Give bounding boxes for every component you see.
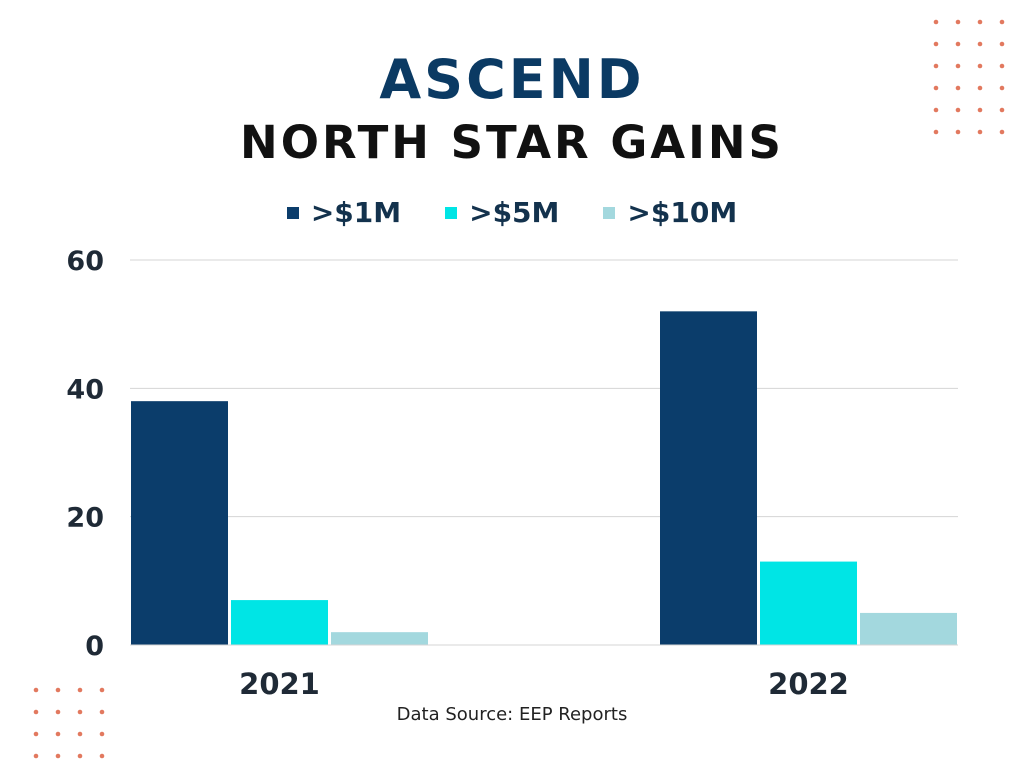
bar: [131, 401, 228, 645]
decor-dot: [977, 129, 983, 135]
decor-dot: [955, 107, 961, 113]
decor-dot: [999, 19, 1005, 25]
x-tick-label: 2021: [239, 667, 320, 701]
decor-dot: [77, 731, 83, 737]
decor-dot: [933, 41, 939, 47]
decor-dot: [999, 129, 1005, 135]
bar: [660, 311, 757, 645]
legend-swatch-series-3: [603, 206, 616, 219]
decor-dot: [55, 687, 61, 693]
decor-dot: [99, 753, 105, 759]
decorative-dots-bottom-left: [33, 687, 105, 759]
legend-swatch-series-1: [286, 206, 299, 219]
decor-dot: [955, 41, 961, 47]
legend-item-series-2: >$5M: [445, 196, 559, 229]
decor-dot: [933, 63, 939, 69]
decorative-dots-top-right: [933, 19, 1005, 135]
data-source-note: Data Source: EEP Reports: [396, 704, 628, 725]
decor-dot: [99, 709, 105, 715]
decor-dot: [999, 63, 1005, 69]
bar: [231, 600, 328, 645]
legend-label-series-2: >$5M: [469, 196, 560, 229]
chart-title: ASCEND: [379, 48, 645, 111]
bar: [331, 632, 428, 645]
decor-dot: [33, 731, 39, 737]
decor-dot: [55, 731, 61, 737]
decor-dot: [933, 129, 939, 135]
legend-item-series-3: >$10M: [603, 196, 737, 229]
decor-dot: [33, 753, 39, 759]
decor-dot: [77, 753, 83, 759]
decor-dot: [999, 107, 1005, 113]
decor-dot: [933, 85, 939, 91]
bar: [760, 561, 857, 645]
decor-dot: [77, 687, 83, 693]
decor-dot: [999, 41, 1005, 47]
chart-subtitle: NORTH STAR GAINS: [240, 116, 784, 169]
decor-dot: [955, 19, 961, 25]
legend-swatch-series-2: [445, 206, 458, 219]
y-tick-label: 40: [66, 374, 104, 405]
legend-label-series-1: >$1M: [310, 196, 402, 229]
y-tick-label: 0: [85, 631, 104, 662]
decor-dot: [933, 19, 939, 25]
decor-dot: [977, 63, 983, 69]
legend-label-series-3: >$10M: [627, 196, 738, 229]
y-tick-label: 60: [66, 246, 104, 277]
bar: [860, 612, 957, 645]
decor-dot: [955, 63, 961, 69]
decor-dot: [933, 107, 939, 113]
decor-dot: [77, 709, 83, 715]
decor-dot: [999, 85, 1005, 91]
x-tick-label: 2022: [768, 667, 849, 701]
decor-dot: [99, 687, 105, 693]
decor-dot: [955, 129, 961, 135]
decor-dot: [55, 709, 61, 715]
y-tick-label: 20: [66, 503, 104, 534]
decor-dot: [33, 687, 39, 693]
chart-legend: >$1M >$5M >$10M: [0, 196, 1024, 229]
decor-dot: [977, 85, 983, 91]
decor-dot: [977, 41, 983, 47]
legend-item-series-1: >$1M: [286, 196, 402, 229]
decor-dot: [955, 85, 961, 91]
decor-dot: [33, 709, 39, 715]
decor-dot: [55, 753, 61, 759]
decor-dot: [99, 731, 105, 737]
decor-dot: [977, 19, 983, 25]
decor-dot: [977, 107, 983, 113]
